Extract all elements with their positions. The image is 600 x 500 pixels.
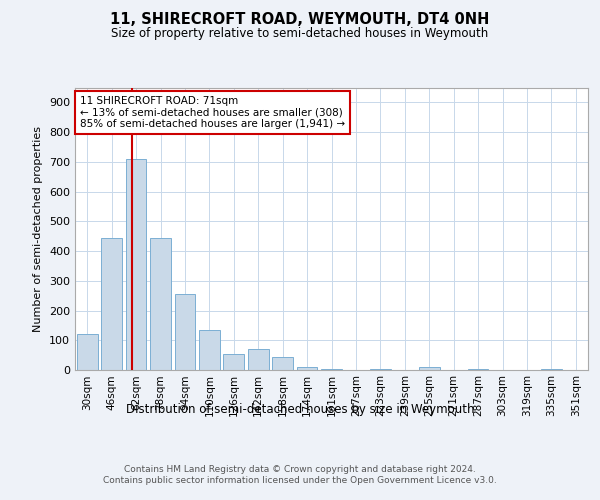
Bar (150, 238, 171, 370)
Text: 11 SHIRECROFT ROAD: 71sqm
← 13% of semi-detached houses are smaller (308)
85% of: 11 SHIRECROFT ROAD: 71sqm ← 13% of semi-… (80, 96, 345, 129)
Bar (541, 368, 562, 370)
Bar (296, 367, 317, 370)
Bar (223, 354, 244, 370)
Bar (248, 349, 269, 370)
Bar (370, 368, 391, 370)
Text: Contains HM Land Registry data © Crown copyright and database right 2024.: Contains HM Land Registry data © Crown c… (124, 465, 476, 474)
Text: Distribution of semi-detached houses by size in Weymouth: Distribution of semi-detached houses by … (126, 402, 474, 415)
Bar (419, 367, 440, 370)
Bar (272, 356, 293, 370)
Bar (125, 159, 146, 370)
Bar (77, 334, 98, 370)
Text: 11, SHIRECROFT ROAD, WEYMOUTH, DT4 0NH: 11, SHIRECROFT ROAD, WEYMOUTH, DT4 0NH (110, 12, 490, 28)
Y-axis label: Number of semi-detached properties: Number of semi-detached properties (34, 126, 43, 332)
Bar (199, 330, 220, 370)
Text: Contains public sector information licensed under the Open Government Licence v3: Contains public sector information licen… (103, 476, 497, 485)
Text: Size of property relative to semi-detached houses in Weymouth: Size of property relative to semi-detach… (112, 28, 488, 40)
Bar (175, 294, 196, 370)
Bar (467, 368, 488, 370)
Bar (101, 238, 122, 370)
Bar (321, 368, 342, 370)
